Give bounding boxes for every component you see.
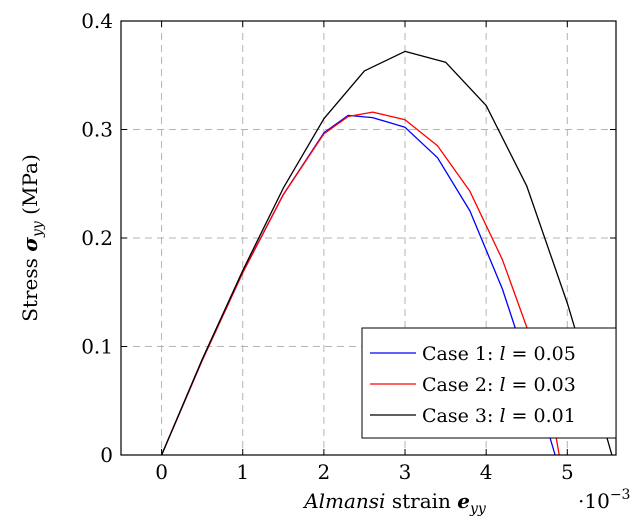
- legend-label-3-name: Case 3:: [422, 405, 499, 427]
- x-axis-label-symbol: e: [457, 489, 470, 513]
- x-axis-multiplier-exponent: −3: [610, 487, 631, 503]
- y-axis-label-symbol: σ: [18, 237, 42, 252]
- x-tick-label: 5: [561, 460, 574, 484]
- y-tick-label: 0.3: [81, 118, 113, 142]
- x-axis-label-italic: Almansi: [302, 489, 385, 513]
- series-line-case-2: [161, 111, 560, 455]
- x-tick-label: 2: [318, 460, 331, 484]
- y-axis-label: Stress σyy (MPa): [18, 154, 46, 322]
- legend: Case 1: l = 0.05 Case 2: l = 0.03 Case 3…: [361, 327, 617, 439]
- x-axis-label: Almansi strain eyy: [302, 489, 487, 517]
- legend-label-1-value: = 0.05: [506, 343, 576, 365]
- x-tick-label: 3: [399, 460, 412, 484]
- legend-label-3-value: = 0.01: [506, 405, 576, 427]
- legend-label-2-name: Case 2:: [422, 374, 499, 396]
- ticks: [121, 20, 616, 456]
- x-axis-multiplier-base: ·10: [578, 489, 610, 513]
- x-tick-label: 1: [236, 460, 249, 484]
- x-axis-label-subscript: yy: [469, 501, 487, 517]
- legend-label-1-name: Case 1:: [422, 343, 499, 365]
- y-tick-label: 0.1: [81, 335, 113, 359]
- legend-entry-1: Case 1: l = 0.05: [370, 343, 576, 365]
- y-axis-label-subscript: yy: [30, 220, 46, 238]
- legend-entry-2: Case 2: l = 0.03: [370, 374, 576, 396]
- legend-label-2: Case 2: l = 0.03: [422, 374, 576, 396]
- x-tick-label: 4: [480, 460, 493, 484]
- y-axis-label-unit: (MPa): [18, 154, 42, 221]
- x-axis-label-rest: strain: [385, 489, 457, 513]
- legend-box: [361, 327, 617, 439]
- x-tick-label: 0: [155, 460, 168, 484]
- y-tick-label: 0: [100, 443, 113, 467]
- y-axis-label-text: Stress: [18, 252, 42, 322]
- legend-entry-3: Case 3: l = 0.01: [370, 405, 576, 427]
- series-line-case-3: [161, 50, 613, 455]
- legend-label-1-param: l: [499, 343, 505, 365]
- legend-label-3-param: l: [499, 405, 505, 427]
- y-tick-label: 0.4: [81, 9, 113, 33]
- y-tick-label: 0.2: [81, 226, 113, 250]
- tick-labels: 0 1 2 3 4 5 0 0.1 0.2 0.3 0.4: [81, 9, 573, 484]
- legend-label-2-param: l: [499, 374, 505, 396]
- legend-label-3: Case 3: l = 0.01: [422, 405, 576, 427]
- legend-label-1: Case 1: l = 0.05: [422, 343, 576, 365]
- legend-label-2-value: = 0.03: [506, 374, 576, 396]
- x-axis-multiplier: ·10−3: [578, 487, 630, 513]
